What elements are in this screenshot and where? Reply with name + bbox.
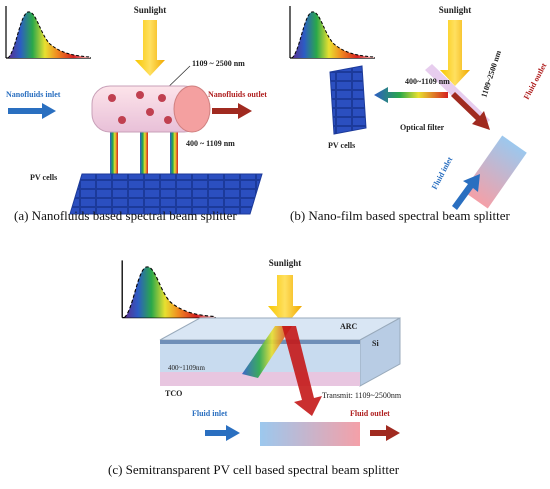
spectrum-graph (289, 5, 376, 59)
particle (158, 94, 166, 102)
outlet-label: Fluid outlet (350, 409, 390, 418)
ir-band-label: 1109 ~ 2500 nm (192, 59, 245, 68)
inlet-arrow (8, 103, 56, 119)
caption: (c) Semitransparent PV cell based spectr… (108, 462, 400, 477)
sunlight-label: Sunlight (269, 258, 302, 268)
visible-band-label: 400~1109 nm (405, 77, 450, 86)
inlet-arrow (452, 174, 480, 210)
inlet-label: Fluid inlet (430, 155, 455, 191)
transmit-label: Transmit: 1109~2500nm (322, 391, 402, 400)
ir-band-label: 1109~2500 nm (479, 49, 503, 99)
particle (146, 108, 154, 116)
spectrum-graph (121, 259, 217, 319)
spectrum-pillar (170, 132, 178, 174)
arc-label: ARC (340, 322, 358, 331)
tube-end (173, 85, 211, 133)
inlet-label: Fluid inlet (192, 409, 228, 418)
ir-arrow (451, 92, 490, 130)
arc-layer (160, 340, 360, 344)
sunlight-label: Sunlight (439, 5, 472, 15)
caption: (b) Nano-film based spectral beam splitt… (290, 208, 511, 223)
tco-label: TCO (165, 389, 182, 398)
outlet-arrow (370, 425, 400, 441)
sunlight-arrow (440, 20, 470, 86)
si-label: Si (372, 339, 379, 348)
outlet-arrow (212, 103, 252, 119)
pv-label: PV cells (30, 173, 57, 182)
panel-b: Sunlight Optical filter 400~1109 nm PV c… (289, 5, 549, 223)
visible-beam (242, 326, 292, 378)
pv-panel (69, 173, 263, 215)
filter-label: Optical filter (400, 123, 445, 132)
sunlight-arrow (135, 20, 165, 76)
sunlight-label: Sunlight (134, 5, 167, 15)
inlet-label: Nanofluids inlet (6, 90, 61, 99)
particle (136, 91, 144, 99)
ir-beam (282, 326, 322, 416)
caption: (a) Nanofluids based spectral beam split… (14, 208, 237, 223)
particle (118, 116, 126, 124)
panel-c: Sunlight ARC Si 400~1109nm TCO Transmit:… (108, 258, 402, 477)
particle (164, 116, 172, 124)
outlet-label: Nanofluids outlet (208, 90, 267, 99)
fluid-channel (463, 135, 527, 209)
outlet-label: Fluid outlet (522, 61, 549, 101)
pv-panel (329, 65, 367, 135)
pv-label: PV cells (328, 141, 355, 150)
nanoparticles (108, 91, 172, 124)
particle (108, 94, 116, 102)
visible-band-label: 400 ~ 1109 nm (186, 139, 235, 148)
spectrum-pillar (140, 132, 148, 174)
sunlight-arrow (268, 275, 302, 326)
spectrum-pillar (110, 132, 118, 174)
visible-band-label: 400~1109nm (168, 364, 206, 372)
panel-a: Sunlight 1109 ~ 2500 nm Nanofluids inlet… (5, 5, 267, 223)
visible-arrow (374, 87, 448, 103)
fluid-box (260, 422, 360, 446)
inlet-arrow (205, 425, 240, 441)
fluid-box (463, 135, 527, 209)
spectrum-graph (5, 5, 92, 59)
